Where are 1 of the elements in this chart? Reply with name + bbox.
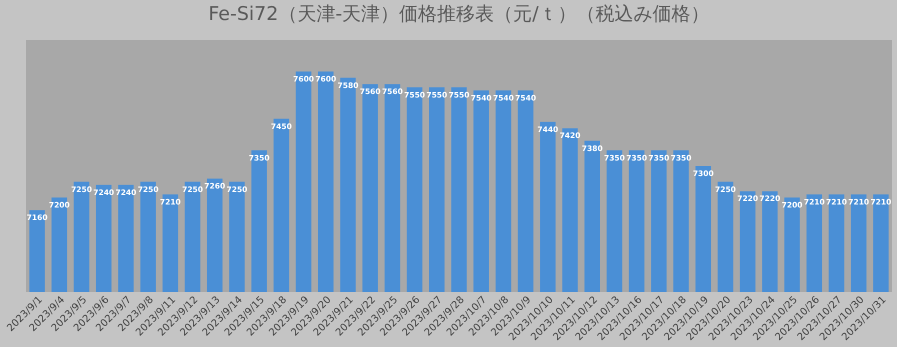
chart-title: Fe-Si72（天津-天津）価格推移表（元/ｔ）（税込み価格） xyxy=(208,3,710,25)
